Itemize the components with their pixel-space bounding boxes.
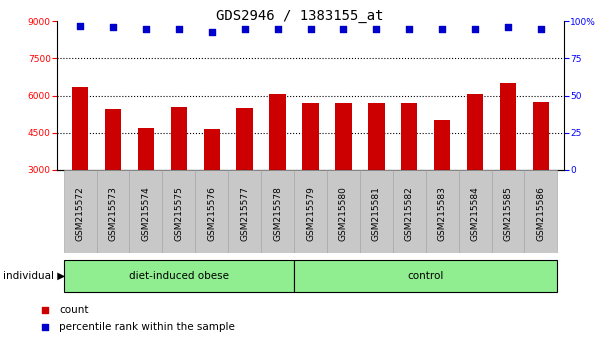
Bar: [434, 120, 451, 170]
Text: individual ▶: individual ▶: [3, 271, 65, 281]
Bar: [97, 170, 130, 253]
Bar: [64, 260, 294, 292]
Text: GSM215572: GSM215572: [76, 186, 85, 241]
Bar: [269, 95, 286, 170]
Text: GSM215581: GSM215581: [372, 186, 381, 241]
Text: GSM215579: GSM215579: [306, 186, 315, 241]
Text: GSM215575: GSM215575: [175, 186, 184, 241]
Bar: [426, 170, 458, 253]
Text: GSM215583: GSM215583: [437, 186, 446, 241]
Bar: [163, 170, 195, 253]
Bar: [368, 103, 385, 170]
Text: GSM215580: GSM215580: [339, 186, 348, 241]
Text: GSM215577: GSM215577: [240, 186, 249, 241]
Bar: [360, 170, 393, 253]
Point: [306, 26, 316, 32]
Point: [536, 26, 546, 32]
Text: GSM215576: GSM215576: [207, 186, 216, 241]
Point: [437, 26, 447, 32]
Point: [207, 29, 217, 34]
Bar: [130, 170, 163, 253]
Point: [174, 26, 184, 32]
Text: GSM215582: GSM215582: [405, 186, 414, 241]
Bar: [261, 170, 294, 253]
Point: [108, 24, 118, 30]
Bar: [327, 170, 360, 253]
Bar: [294, 260, 557, 292]
Point: [404, 26, 414, 32]
Point: [371, 26, 381, 32]
Point: [240, 26, 250, 32]
Text: GSM215573: GSM215573: [109, 186, 118, 241]
Bar: [401, 103, 418, 170]
Bar: [533, 102, 549, 170]
Bar: [137, 128, 154, 170]
Text: GDS2946 / 1383155_at: GDS2946 / 1383155_at: [216, 9, 384, 23]
Text: count: count: [59, 305, 89, 315]
Bar: [72, 87, 88, 170]
Point: [470, 26, 480, 32]
Point: [141, 26, 151, 32]
Bar: [524, 170, 557, 253]
Text: diet-induced obese: diet-induced obese: [129, 271, 229, 281]
Point: [220, 250, 230, 255]
Text: GSM215584: GSM215584: [470, 186, 479, 241]
Bar: [195, 170, 228, 253]
Point: [273, 26, 283, 32]
Text: GSM215574: GSM215574: [142, 186, 151, 241]
Point: [220, 89, 230, 95]
Bar: [203, 129, 220, 170]
Bar: [467, 95, 484, 170]
Bar: [294, 170, 327, 253]
Bar: [458, 170, 491, 253]
Point: [75, 23, 85, 29]
Bar: [393, 170, 426, 253]
Bar: [335, 103, 352, 170]
Bar: [302, 103, 319, 170]
Bar: [64, 170, 97, 253]
Bar: [500, 83, 516, 170]
Text: GSM215585: GSM215585: [503, 186, 512, 241]
Bar: [105, 109, 121, 170]
Point: [503, 24, 513, 30]
Text: control: control: [407, 271, 444, 281]
Text: GSM215578: GSM215578: [273, 186, 282, 241]
Text: GSM215586: GSM215586: [536, 186, 545, 241]
Bar: [491, 170, 524, 253]
Text: percentile rank within the sample: percentile rank within the sample: [59, 322, 235, 332]
Point: [338, 26, 348, 32]
Bar: [236, 108, 253, 170]
Bar: [170, 107, 187, 170]
Bar: [228, 170, 261, 253]
